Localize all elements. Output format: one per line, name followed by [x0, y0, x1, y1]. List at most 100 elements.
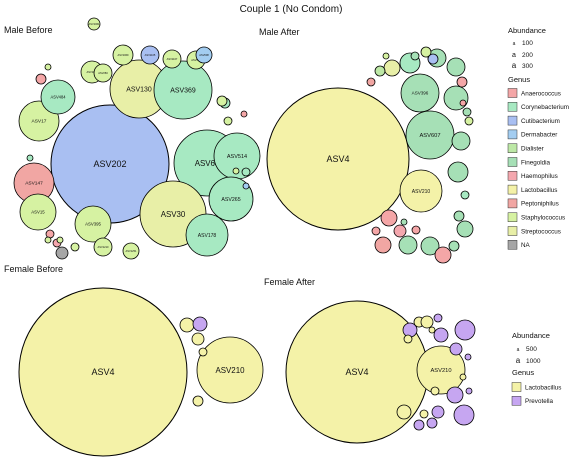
- bubble-unlabeled: [371, 226, 381, 236]
- bubble-unlabeled: [44, 63, 52, 71]
- bubble-asv4: [18, 287, 188, 457]
- bubble-label: ASV265: [221, 197, 240, 203]
- bubble-unlabeled: [446, 386, 464, 404]
- bubble-label: ASV484: [51, 94, 67, 99]
- bubble-asv1210: [93, 237, 113, 257]
- legend-size-label: 1000: [526, 358, 541, 365]
- bubble-unlabeled: [420, 46, 432, 58]
- bubble-unlabeled: [459, 99, 467, 107]
- bubble-panel-male-after: ASV4 ASV607 ASV396 ASV210: [266, 46, 474, 264]
- legend-size-glyph: a: [516, 356, 521, 365]
- legend-bottom: Abundance a 500 a 1000 Genus Lactobacillus Prev…: [511, 331, 561, 406]
- bubble-unlabeled: [420, 236, 440, 256]
- bubble-unlabeled: [383, 59, 401, 77]
- bubble-asv369: [153, 60, 213, 120]
- bubble-asv1069: [112, 44, 134, 66]
- bubble-unlabeled: [462, 107, 472, 117]
- bubble-unlabeled: [460, 190, 470, 200]
- legend-swatch: [507, 143, 518, 153]
- bubble-asv265: [208, 176, 254, 222]
- bubble-asv210: [196, 336, 264, 404]
- bubble-unlabeled: [398, 235, 418, 255]
- bubble-unlabeled: [411, 225, 421, 235]
- bubble-label: ASV4: [326, 154, 349, 164]
- bubble-asv396: [400, 73, 440, 113]
- legend-size-title: Abundance: [512, 331, 550, 340]
- legend-genus-label: Dialister: [521, 146, 544, 153]
- bubble-unlabeled: [456, 76, 468, 88]
- bubble-asv1061: [87, 17, 101, 31]
- legend-swatch: [507, 240, 518, 250]
- legend-swatch: [507, 171, 518, 181]
- bubble-label: ASV4: [345, 367, 368, 377]
- legend-size-glyph: a: [517, 347, 520, 353]
- bubble-unlabeled: [448, 240, 460, 252]
- legend-swatch: [511, 396, 522, 406]
- legend-swatch: [507, 184, 518, 195]
- bubble-label: ASV1069: [118, 53, 130, 57]
- bubble-unlabeled: [456, 220, 474, 238]
- bubble-unlabeled: [433, 313, 443, 323]
- bubble-unlabeled: [443, 85, 469, 111]
- legend-swatch: [511, 382, 522, 392]
- bubble-unlabeled: [393, 224, 407, 238]
- bubble-unlabeled: [374, 65, 386, 77]
- bubble-unlabeled: [192, 395, 204, 407]
- bubble-label: ASV396: [412, 91, 429, 96]
- bubble-label: ASV147: [25, 181, 43, 187]
- bubble-asv15: [19, 193, 57, 231]
- bubble-unlabeled: [35, 73, 47, 85]
- bubble-unlabeled: [56, 236, 64, 244]
- bubble-unlabeled: [454, 319, 476, 341]
- bubble-label: ASV1050: [86, 70, 98, 74]
- bubble-unlabeled: [70, 242, 80, 252]
- bubble-label: ASV30: [161, 210, 186, 219]
- bubble-unlabeled: [240, 110, 248, 118]
- bubble-unlabeled: [192, 316, 208, 332]
- bubble-label: ASV1251: [126, 249, 138, 253]
- bubble-unlabeled: [179, 317, 195, 333]
- panel-title-female-before: Female Before: [4, 264, 63, 274]
- bubble-asv1251: [122, 242, 140, 260]
- bubble-unlabeled: [410, 51, 420, 61]
- bubble-unlabeled: [419, 409, 429, 419]
- bubble-unlabeled: [420, 315, 434, 329]
- legend-swatch: [507, 102, 518, 112]
- legend-size-glyph: a: [512, 61, 517, 70]
- bubble-label: ASV210: [412, 189, 431, 195]
- bubble-asv210: [399, 169, 443, 213]
- bubble-unlabeled: [241, 167, 251, 177]
- bubble-label: ASV1061: [89, 22, 101, 26]
- legend-genus-label: Dermabacter: [521, 132, 557, 139]
- bubble-unlabeled: [380, 209, 398, 227]
- legend-genus-label: Staphylococcus: [521, 215, 565, 222]
- legend-swatch: [507, 157, 518, 167]
- bubble-label: ASV68: [195, 159, 220, 168]
- bubble-asv608: [195, 46, 213, 64]
- bubble-label: ASV130: [126, 86, 152, 93]
- bubble-unlabeled: [223, 116, 233, 126]
- legend-genus-label: Haemophilus: [521, 173, 558, 180]
- bubble-unlabeled: [430, 386, 440, 396]
- bubble-panel-female-before: ASV4 ASV210: [18, 287, 264, 457]
- panel-title-male-after: Male After: [259, 27, 300, 37]
- bubble-unlabeled: [434, 246, 452, 264]
- bubble-label: ASV608: [199, 53, 209, 57]
- legend-genus-label: Corynebacterium: [521, 104, 569, 111]
- bubble-unlabeled: [366, 77, 376, 87]
- bubble-label: ASV210: [430, 368, 451, 374]
- legend-genus-label: Lactobacillus: [521, 187, 557, 194]
- legend-size-label: 100: [522, 40, 533, 47]
- bubble-unlabeled: [216, 95, 228, 107]
- bubble-unlabeled: [464, 116, 474, 126]
- legend-size-label: 500: [526, 346, 537, 353]
- legend-swatch: [507, 198, 518, 209]
- bubble-unlabeled: [396, 404, 412, 420]
- legend-genus-label: NA: [521, 242, 531, 249]
- bubble-panel-female-after: ASV4 ASV210: [285, 300, 476, 444]
- legend-genus-label: Peptoniphilus: [521, 201, 559, 208]
- bubble-label: ASV210: [215, 366, 245, 375]
- bubble-label: ASV395: [85, 222, 101, 227]
- bubble-label: ASV514: [227, 154, 247, 160]
